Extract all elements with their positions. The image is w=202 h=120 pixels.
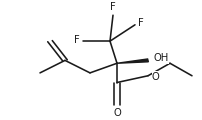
Text: F: F [138,18,144,28]
Text: O: O [152,72,160,82]
Text: F: F [74,35,80,45]
Text: OH: OH [153,54,168,63]
Text: F: F [110,2,116,12]
Polygon shape [117,59,148,63]
Text: O: O [113,108,121,118]
